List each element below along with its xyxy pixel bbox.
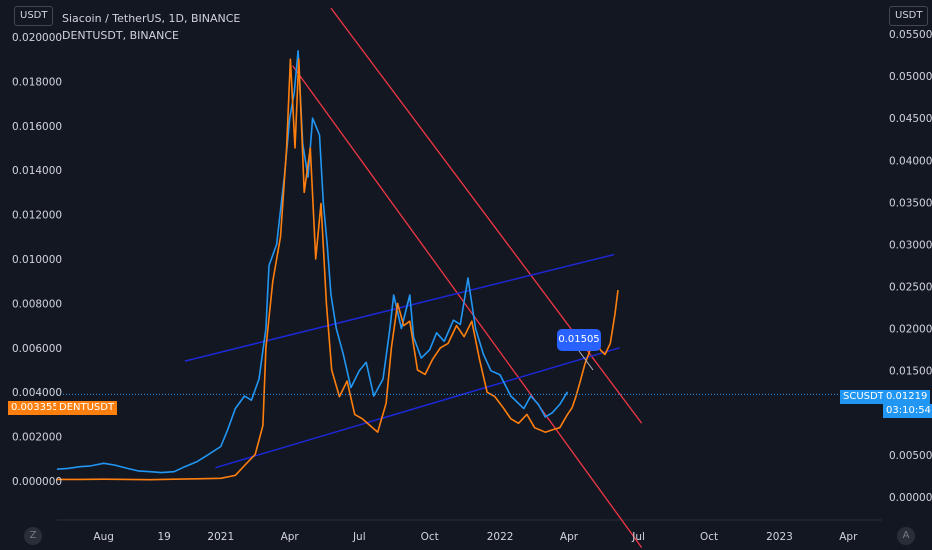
right-tick-label: 0.04500 <box>889 113 932 125</box>
right-tick-label: 0.05500 <box>889 29 932 41</box>
sc-countdown-badge: 03:10:54 <box>883 404 932 418</box>
right-tick-label: 0.00000 <box>889 492 932 504</box>
time-tick-label: 2022 <box>487 531 514 543</box>
left-tick-label: 0.008000 <box>12 298 62 310</box>
auto-scale-icon[interactable]: A <box>897 527 915 545</box>
sc-price-badge: 0.01219 <box>883 390 931 404</box>
time-tick-label: Jul <box>631 531 645 543</box>
right-tick-label: 0.04000 <box>889 155 932 167</box>
left-tick-label: 0.020000 <box>12 32 62 44</box>
right-tick-label: 0.05000 <box>889 71 932 83</box>
right-unit-button[interactable]: USDT <box>889 6 929 26</box>
time-tick-label: Aug <box>93 531 114 543</box>
trend-line-channel-lower[interactable] <box>215 347 620 469</box>
left-tick-label: 0.010000 <box>12 254 62 266</box>
series-line-scusdt[interactable] <box>56 50 569 474</box>
time-axis[interactable]: Aug 19 2021 Apr Jul Oct 2022 Apr Jul Oct 2023 Apr <box>93 531 858 543</box>
sc-name-badge: SCUSDT <box>840 390 887 404</box>
dent-price-badge: 0.003355 <box>8 401 62 415</box>
legend-compare-series[interactable]: DENTUSDT, BINANCE <box>62 29 179 42</box>
right-tick-label: 0.03500 <box>889 197 932 209</box>
left-tick-label: 0.006000 <box>12 343 62 355</box>
left-tick-label: 0.000000 <box>12 476 62 488</box>
right-tick-label: 0.02500 <box>889 282 932 294</box>
time-tick-label: Apr <box>560 531 579 543</box>
left-tick-label: 0.014000 <box>12 165 62 177</box>
plot-area <box>57 0 882 520</box>
left-tick-label: 0.002000 <box>12 432 62 444</box>
right-tick-label: 0.02000 <box>889 324 932 336</box>
right-tick-label: 0.00500 <box>889 450 932 462</box>
price-callout[interactable]: 0.01505 <box>557 329 601 351</box>
left-tick-label: 0.018000 <box>12 76 62 88</box>
legend-main-series[interactable]: Siacoin / TetherUS, 1D, BINANCE <box>62 12 240 25</box>
zoom-icon[interactable]: Z <box>24 527 42 545</box>
trend-line-downtrend[interactable] <box>292 65 643 548</box>
right-price-axis[interactable]: 0.05500 0.05000 0.04500 0.04000 0.03500 0.030… <box>889 29 932 504</box>
left-tick-label: 0.012000 <box>12 210 62 222</box>
left-price-axis[interactable]: 0.020000 0.018000 0.016000 0.014000 0.012000… <box>12 32 62 488</box>
trend-line-downtrend-outer[interactable] <box>330 7 643 424</box>
left-unit-button[interactable]: USDT <box>14 6 54 26</box>
time-tick-label: Apr <box>281 531 300 543</box>
left-tick-label: 0.004000 <box>12 387 62 399</box>
time-tick-label: Apr <box>839 531 858 543</box>
time-tick-label: Oct <box>421 531 439 543</box>
series-line-dentusdt[interactable] <box>57 58 573 481</box>
time-tick-label: 2021 <box>207 531 234 543</box>
time-tick-label: Oct <box>700 531 718 543</box>
callout-pointer <box>578 350 594 371</box>
grid <box>57 0 882 521</box>
right-tick-label: 0.03000 <box>889 239 932 251</box>
time-tick-label: 19 <box>157 531 170 543</box>
left-tick-label: 0.016000 <box>12 121 62 133</box>
dent-name-badge: DENTUSDT <box>56 401 118 415</box>
time-tick-label: Jul <box>352 531 366 543</box>
right-tick-label: 0.01500 <box>889 366 932 378</box>
time-tick-label: 2023 <box>766 531 793 543</box>
